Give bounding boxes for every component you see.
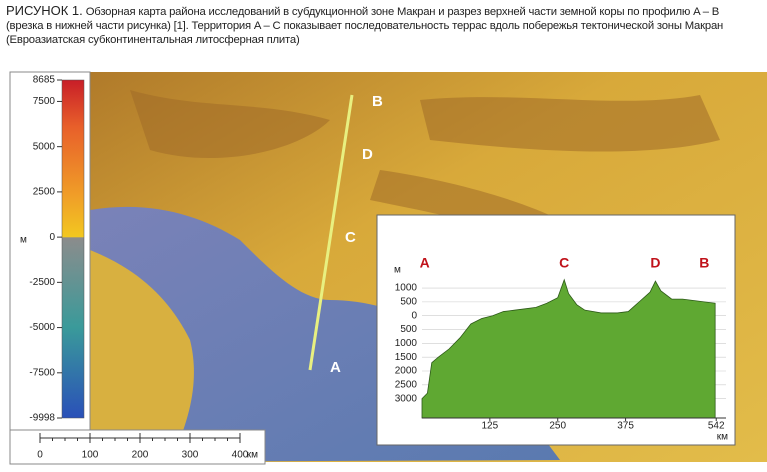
scale-bar-label: 100 <box>82 450 99 461</box>
color-scale-unit: м <box>20 235 27 246</box>
color-scale-tick-label: -5000 <box>29 322 55 333</box>
color-scale-tick-label: 7500 <box>33 96 56 107</box>
y-tick-label: 0 <box>411 310 417 321</box>
y-tick-label: 2000 <box>395 366 418 377</box>
color-scale-tick-label: 8685 <box>33 75 56 86</box>
x-unit: км <box>717 432 728 443</box>
caption-text: Обзорная карта района исследований в суб… <box>6 6 724 46</box>
map-label: A <box>330 359 341 376</box>
scale-bar-label: 0 <box>37 450 43 461</box>
x-tick-label: 542 <box>708 421 725 432</box>
color-scale-tick-label: 5000 <box>33 141 56 152</box>
caption-label: РИСУНОК 1. <box>6 3 83 18</box>
annotation: D <box>650 255 660 271</box>
map-label: C <box>345 229 356 246</box>
profile-area <box>421 278 716 419</box>
scale-bar-label: 300 <box>182 450 199 461</box>
y-tick-label: 1500 <box>395 352 418 363</box>
y-tick-label: 1000 <box>395 338 418 349</box>
y-tick-label: 500 <box>400 297 417 308</box>
caption: РИСУНОК 1. Обзорная карта района исследо… <box>6 4 758 47</box>
y-tick-label: 500 <box>400 324 417 335</box>
color-scale-tick-label: 2500 <box>33 187 56 198</box>
y-tick-label: 3000 <box>395 393 418 404</box>
color-scale-tick-label: -7500 <box>29 367 55 378</box>
scale-bar-label: 200 <box>132 450 149 461</box>
x-tick-label: 250 <box>549 421 566 432</box>
y-unit: м <box>394 265 401 276</box>
annotation: A <box>420 255 430 271</box>
color-scale-tick-label: -9998 <box>29 413 55 424</box>
color-scale: м 8685 7500 5000 2500 0 -2500 -5000 -7500 -9998 <box>9 71 91 431</box>
color-scale-tick-label: 0 <box>49 232 55 243</box>
map-label: D <box>362 146 373 163</box>
profile-inset: 1000 500 0 500 1000 1500 2000 2500 3000 125 250 375… <box>376 214 736 446</box>
annotation: C <box>559 255 569 271</box>
scale-bar-unit: км <box>247 450 258 461</box>
x-tick-label: 375 <box>617 421 634 432</box>
scale-bar-label: 400 <box>232 450 249 461</box>
y-tick-label: 1000 <box>395 283 418 294</box>
color-scale-tick-label: -2500 <box>29 277 55 288</box>
annotation: B <box>699 255 709 271</box>
x-tick-label: 125 <box>482 421 499 432</box>
y-tick-label: 2500 <box>395 379 418 390</box>
map-label: B <box>372 93 383 110</box>
